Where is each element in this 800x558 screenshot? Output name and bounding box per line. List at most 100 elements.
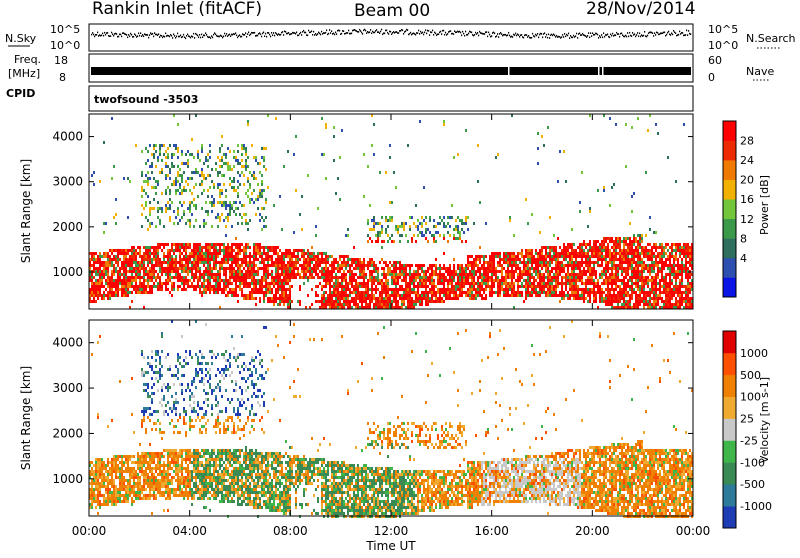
range-cell bbox=[173, 243, 175, 246]
range-cell bbox=[145, 279, 147, 282]
range-cell bbox=[329, 300, 331, 303]
range-cell bbox=[591, 270, 593, 273]
range-cell bbox=[563, 150, 565, 153]
range-cell bbox=[217, 270, 219, 273]
range-cell bbox=[113, 285, 115, 288]
noise-point bbox=[137, 35, 138, 37]
range-cell bbox=[607, 297, 609, 300]
range-cell bbox=[323, 279, 325, 282]
range-cell bbox=[621, 267, 623, 270]
range-cell bbox=[95, 291, 97, 294]
range-cell bbox=[181, 204, 183, 207]
range-cell bbox=[547, 288, 549, 291]
noise-point bbox=[177, 33, 178, 35]
range-cell bbox=[541, 246, 543, 249]
range-cell bbox=[611, 264, 613, 267]
range-cell bbox=[193, 198, 195, 201]
range-cell bbox=[279, 279, 281, 282]
cpid-label: CPID bbox=[6, 87, 35, 100]
range-cell bbox=[385, 219, 387, 222]
range-cell bbox=[455, 270, 457, 273]
range-cell bbox=[303, 258, 305, 261]
range-cell bbox=[553, 234, 555, 237]
range-cell bbox=[535, 252, 537, 255]
noise-point bbox=[107, 32, 108, 34]
range-cell bbox=[563, 243, 565, 246]
range-cell bbox=[187, 279, 189, 282]
range-cell bbox=[547, 267, 549, 270]
range-cell bbox=[249, 246, 251, 249]
range-cell bbox=[453, 234, 455, 237]
range-cell bbox=[191, 270, 193, 273]
range-cell bbox=[225, 273, 227, 276]
range-cell bbox=[393, 171, 395, 174]
range-cell bbox=[107, 267, 109, 270]
range-cell bbox=[97, 258, 99, 261]
range-cell bbox=[559, 300, 561, 303]
range-cell bbox=[329, 288, 331, 291]
range-cell bbox=[601, 243, 603, 246]
range-cell bbox=[455, 285, 457, 288]
range-cell bbox=[465, 294, 467, 297]
range-cell bbox=[569, 258, 571, 261]
range-cell bbox=[157, 273, 159, 276]
range-cell bbox=[229, 282, 231, 285]
range-cell bbox=[235, 294, 237, 297]
range-cell bbox=[131, 279, 133, 282]
noise-point bbox=[381, 29, 382, 31]
range-cell bbox=[619, 300, 621, 303]
range-cell bbox=[211, 168, 213, 171]
range-cell bbox=[331, 264, 333, 267]
range-cell bbox=[459, 270, 461, 273]
range-cell bbox=[283, 261, 285, 264]
range-cell bbox=[547, 279, 549, 282]
range-cell bbox=[223, 183, 225, 186]
range-cell bbox=[451, 297, 453, 300]
noise-point bbox=[183, 34, 184, 36]
range-cell bbox=[545, 285, 547, 288]
range-cell bbox=[613, 240, 615, 243]
range-cell bbox=[273, 303, 275, 306]
range-cell bbox=[159, 207, 161, 210]
range-cell bbox=[513, 261, 515, 264]
range-cell bbox=[271, 249, 273, 252]
range-cell bbox=[193, 171, 195, 174]
range-cell bbox=[311, 267, 313, 270]
range-cell bbox=[587, 258, 589, 261]
range-cell bbox=[605, 258, 607, 261]
range-cell bbox=[203, 162, 205, 165]
range-cell bbox=[465, 270, 467, 273]
range-cell bbox=[489, 264, 491, 267]
range-cell bbox=[117, 270, 119, 273]
range-cell bbox=[111, 288, 113, 291]
range-cell bbox=[527, 282, 529, 285]
noise-point bbox=[464, 35, 465, 37]
range-cell bbox=[333, 258, 335, 261]
noise-point bbox=[607, 34, 608, 36]
range-cell bbox=[559, 273, 561, 276]
range-cell bbox=[369, 264, 371, 267]
range-cell bbox=[307, 258, 309, 261]
range-cell bbox=[379, 291, 381, 294]
range-cell bbox=[385, 276, 387, 279]
range-cell bbox=[549, 291, 551, 294]
range-cell bbox=[373, 267, 375, 270]
range-cell bbox=[143, 282, 145, 285]
range-cell bbox=[221, 258, 223, 261]
range-cell bbox=[615, 252, 617, 255]
range-cell bbox=[621, 291, 623, 294]
range-cell bbox=[401, 297, 403, 300]
range-cell bbox=[473, 276, 475, 279]
range-cell bbox=[169, 252, 171, 255]
range-cell bbox=[285, 270, 287, 273]
range-cell bbox=[437, 273, 439, 276]
range-cell bbox=[249, 294, 251, 297]
range-cell bbox=[171, 285, 173, 288]
range-cell bbox=[539, 273, 541, 276]
range-cell bbox=[361, 276, 363, 279]
range-cell bbox=[165, 189, 167, 192]
range-cell bbox=[597, 282, 599, 285]
range-cell bbox=[439, 300, 441, 303]
range-cell bbox=[565, 279, 567, 282]
range-cell bbox=[601, 270, 603, 273]
